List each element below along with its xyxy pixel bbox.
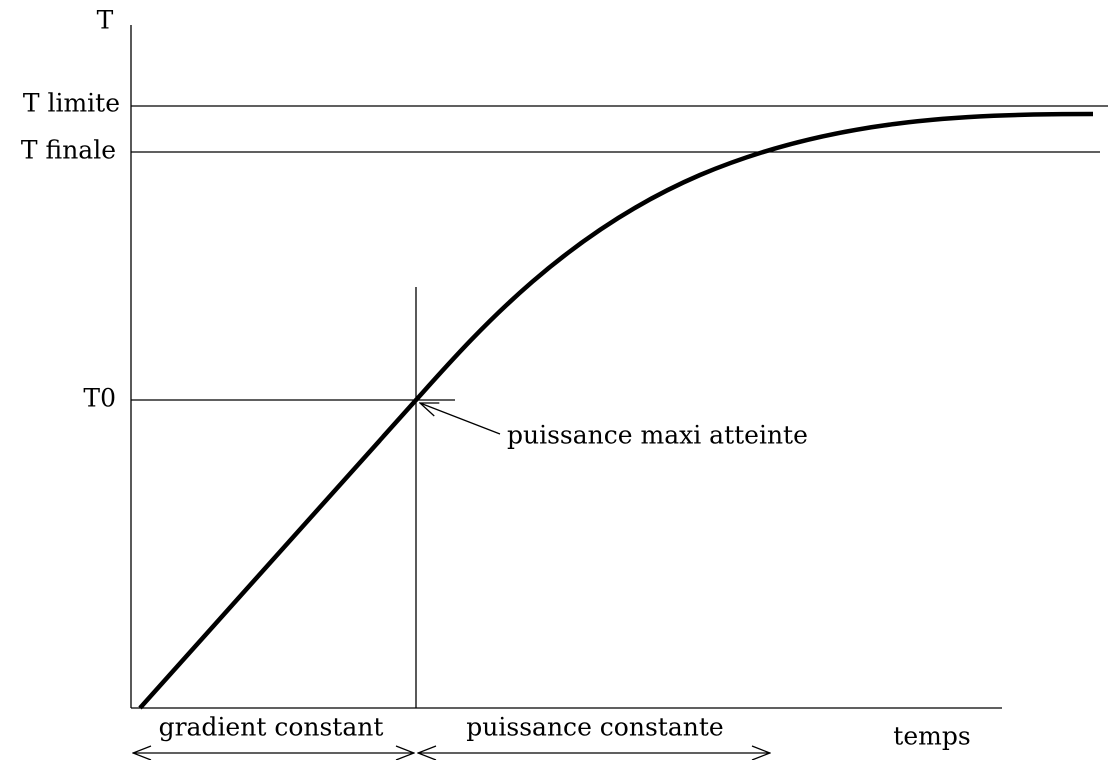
level-label: T finale <box>21 136 116 165</box>
level-label: T limite <box>23 89 120 118</box>
phase-label: gradient constant <box>159 713 384 742</box>
x-axis-label: temps <box>893 722 970 751</box>
y-axis-label: T <box>97 6 114 35</box>
annotation: puissance maxi atteinte <box>507 421 808 450</box>
annotation-arrow <box>420 403 501 435</box>
level-label: T0 <box>83 384 116 413</box>
temperature-curve <box>138 111 1094 710</box>
phase-label: puissance constante <box>466 713 723 742</box>
